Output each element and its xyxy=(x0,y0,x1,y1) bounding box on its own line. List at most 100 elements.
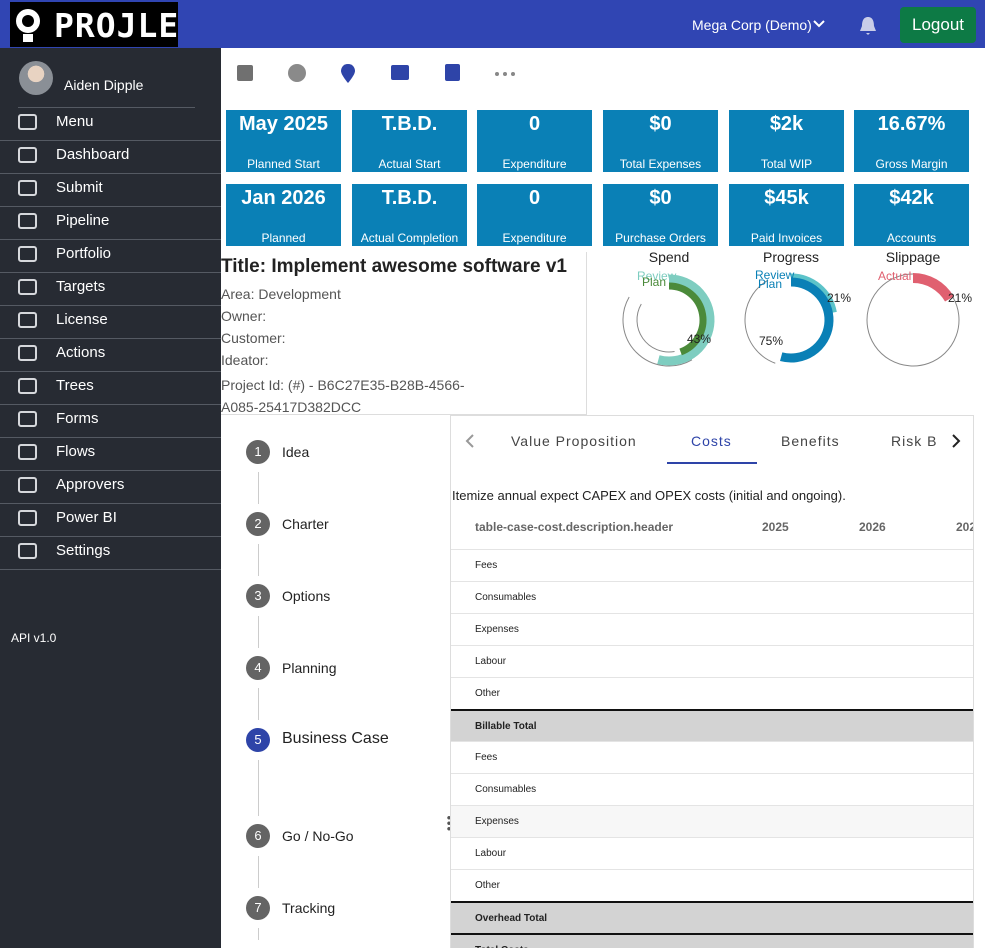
step-circle[interactable]: 1 xyxy=(246,440,270,464)
tab[interactable]: Costs xyxy=(691,433,732,449)
menu-item[interactable]: Actions xyxy=(56,344,106,361)
step-circle[interactable]: 3 xyxy=(246,584,270,608)
icon-shape xyxy=(18,114,37,130)
bell xyxy=(860,17,876,35)
menu-icon xyxy=(18,246,37,262)
table-row: Fees xyxy=(451,741,973,773)
gauge-label: Review xyxy=(637,269,677,283)
gauge-label: 43% xyxy=(687,332,712,346)
menu-icon xyxy=(18,180,37,196)
row-label: Total Costs xyxy=(475,945,529,948)
icon-shape xyxy=(18,180,37,196)
step-circle[interactable]: 5 xyxy=(246,728,270,752)
kpi-tile: Jan 2026 Planned xyxy=(226,184,341,246)
icon-shape xyxy=(18,378,37,394)
project-field: Owner: xyxy=(221,308,267,324)
menu-icon xyxy=(18,345,37,361)
project-info xyxy=(221,252,587,415)
menu-icon xyxy=(18,510,37,526)
table-row: Other xyxy=(451,677,973,709)
menu-item[interactable]: Targets xyxy=(56,278,106,295)
step-label[interactable]: Options xyxy=(282,588,331,604)
dropdown-chevron xyxy=(813,20,825,28)
kpi-tile: 0 Expenditure xyxy=(477,184,592,246)
kpi-label: Purchase Orders xyxy=(615,231,706,245)
gauge-label: Actual xyxy=(878,269,912,283)
step-circle[interactable]: 4 xyxy=(246,656,270,680)
kpi-value: $0 xyxy=(649,113,672,135)
divider xyxy=(0,272,221,273)
logo-icon xyxy=(16,9,40,42)
icon-shape xyxy=(18,246,37,262)
menu-icon xyxy=(18,114,37,130)
menu-icon xyxy=(18,147,37,163)
menu-item[interactable]: Menu xyxy=(56,113,94,130)
step-label[interactable]: Charter xyxy=(282,516,329,532)
tab[interactable]: Value Proposition xyxy=(511,433,637,449)
project-title: Title: Implement awesome software v1 xyxy=(221,256,567,277)
column-header: 2026 xyxy=(859,520,886,534)
chevron xyxy=(952,434,961,448)
kpi-tile: 16.67% Gross Margin xyxy=(854,110,969,172)
kpi-tile: $0 Purchase Orders xyxy=(603,184,718,246)
row-label: Fees xyxy=(475,752,498,763)
menu-item[interactable]: License xyxy=(56,311,108,328)
organization-selector[interactable]: Mega Corp (Demo) xyxy=(692,17,812,33)
table-description: Itemize annual expect CAPEX and OPEX cos… xyxy=(452,488,846,503)
divider xyxy=(0,536,221,537)
kpi-value: $2k xyxy=(769,113,804,135)
menu-item[interactable]: Trees xyxy=(56,377,94,394)
gauge-title: Spend xyxy=(648,249,690,265)
divider xyxy=(0,470,221,471)
table-row: Consumables xyxy=(451,581,973,613)
step-connector xyxy=(258,616,259,648)
kpi-tile: $42k Accounts xyxy=(854,184,969,246)
step-circle[interactable]: 7 xyxy=(246,896,270,920)
project-field: Customer: xyxy=(221,330,286,346)
kpi-tile: $45k Paid Invoices xyxy=(729,184,844,246)
menu-item[interactable]: Flows xyxy=(56,443,96,460)
gauge-arc xyxy=(657,274,715,366)
logout-button[interactable]: Logout xyxy=(900,7,976,43)
kpi-tile: 0 Expenditure xyxy=(477,110,592,172)
step-label[interactable]: Business Case xyxy=(282,730,389,747)
step-circle[interactable]: 2 xyxy=(246,512,270,536)
step-label[interactable]: Idea xyxy=(282,444,310,460)
menu-item[interactable]: Dashboard xyxy=(56,146,130,163)
divider xyxy=(0,569,221,570)
step-circle[interactable]: 6 xyxy=(246,824,270,848)
icon-shape xyxy=(18,444,37,460)
icon-shape xyxy=(18,147,37,163)
table-row: Expenses xyxy=(451,805,973,837)
step-connector xyxy=(258,544,259,576)
tab[interactable]: Benefits xyxy=(781,433,840,449)
step-label[interactable]: Planning xyxy=(282,660,337,676)
menu-item[interactable]: Power BI xyxy=(56,509,117,526)
kpi-tile: T.B.D. Actual Completion xyxy=(352,184,467,246)
divider xyxy=(0,206,221,207)
menu-item[interactable]: Submit xyxy=(56,179,103,196)
icon-shape xyxy=(18,312,37,328)
tab-underline xyxy=(667,462,757,464)
menu-item[interactable]: Settings xyxy=(56,542,111,559)
avatar xyxy=(19,61,53,95)
tab[interactable]: Risk B xyxy=(891,433,936,449)
menu-item[interactable]: Portfolio xyxy=(56,245,112,262)
table-row: Overhead Total xyxy=(451,901,973,933)
gauge xyxy=(744,273,837,364)
menu-icon xyxy=(18,213,37,229)
divider xyxy=(0,371,221,372)
tab-panel: Value Proposition Costs Benefits Risk B Item… xyxy=(450,415,974,948)
gauge-arc xyxy=(668,282,707,356)
logo: PROJLE xyxy=(10,2,178,47)
menu-item[interactable]: Pipeline xyxy=(56,212,110,229)
menu-item[interactable]: Forms xyxy=(56,410,99,427)
kpi-label: Expenditure xyxy=(502,157,567,171)
step-label[interactable]: Go / No-Go xyxy=(282,828,354,844)
chevron xyxy=(465,434,474,448)
project-field: Ideator: xyxy=(221,352,269,368)
save-icon xyxy=(237,65,253,81)
menu-item[interactable]: Approvers xyxy=(56,476,125,493)
step-label[interactable]: Tracking xyxy=(282,900,336,916)
